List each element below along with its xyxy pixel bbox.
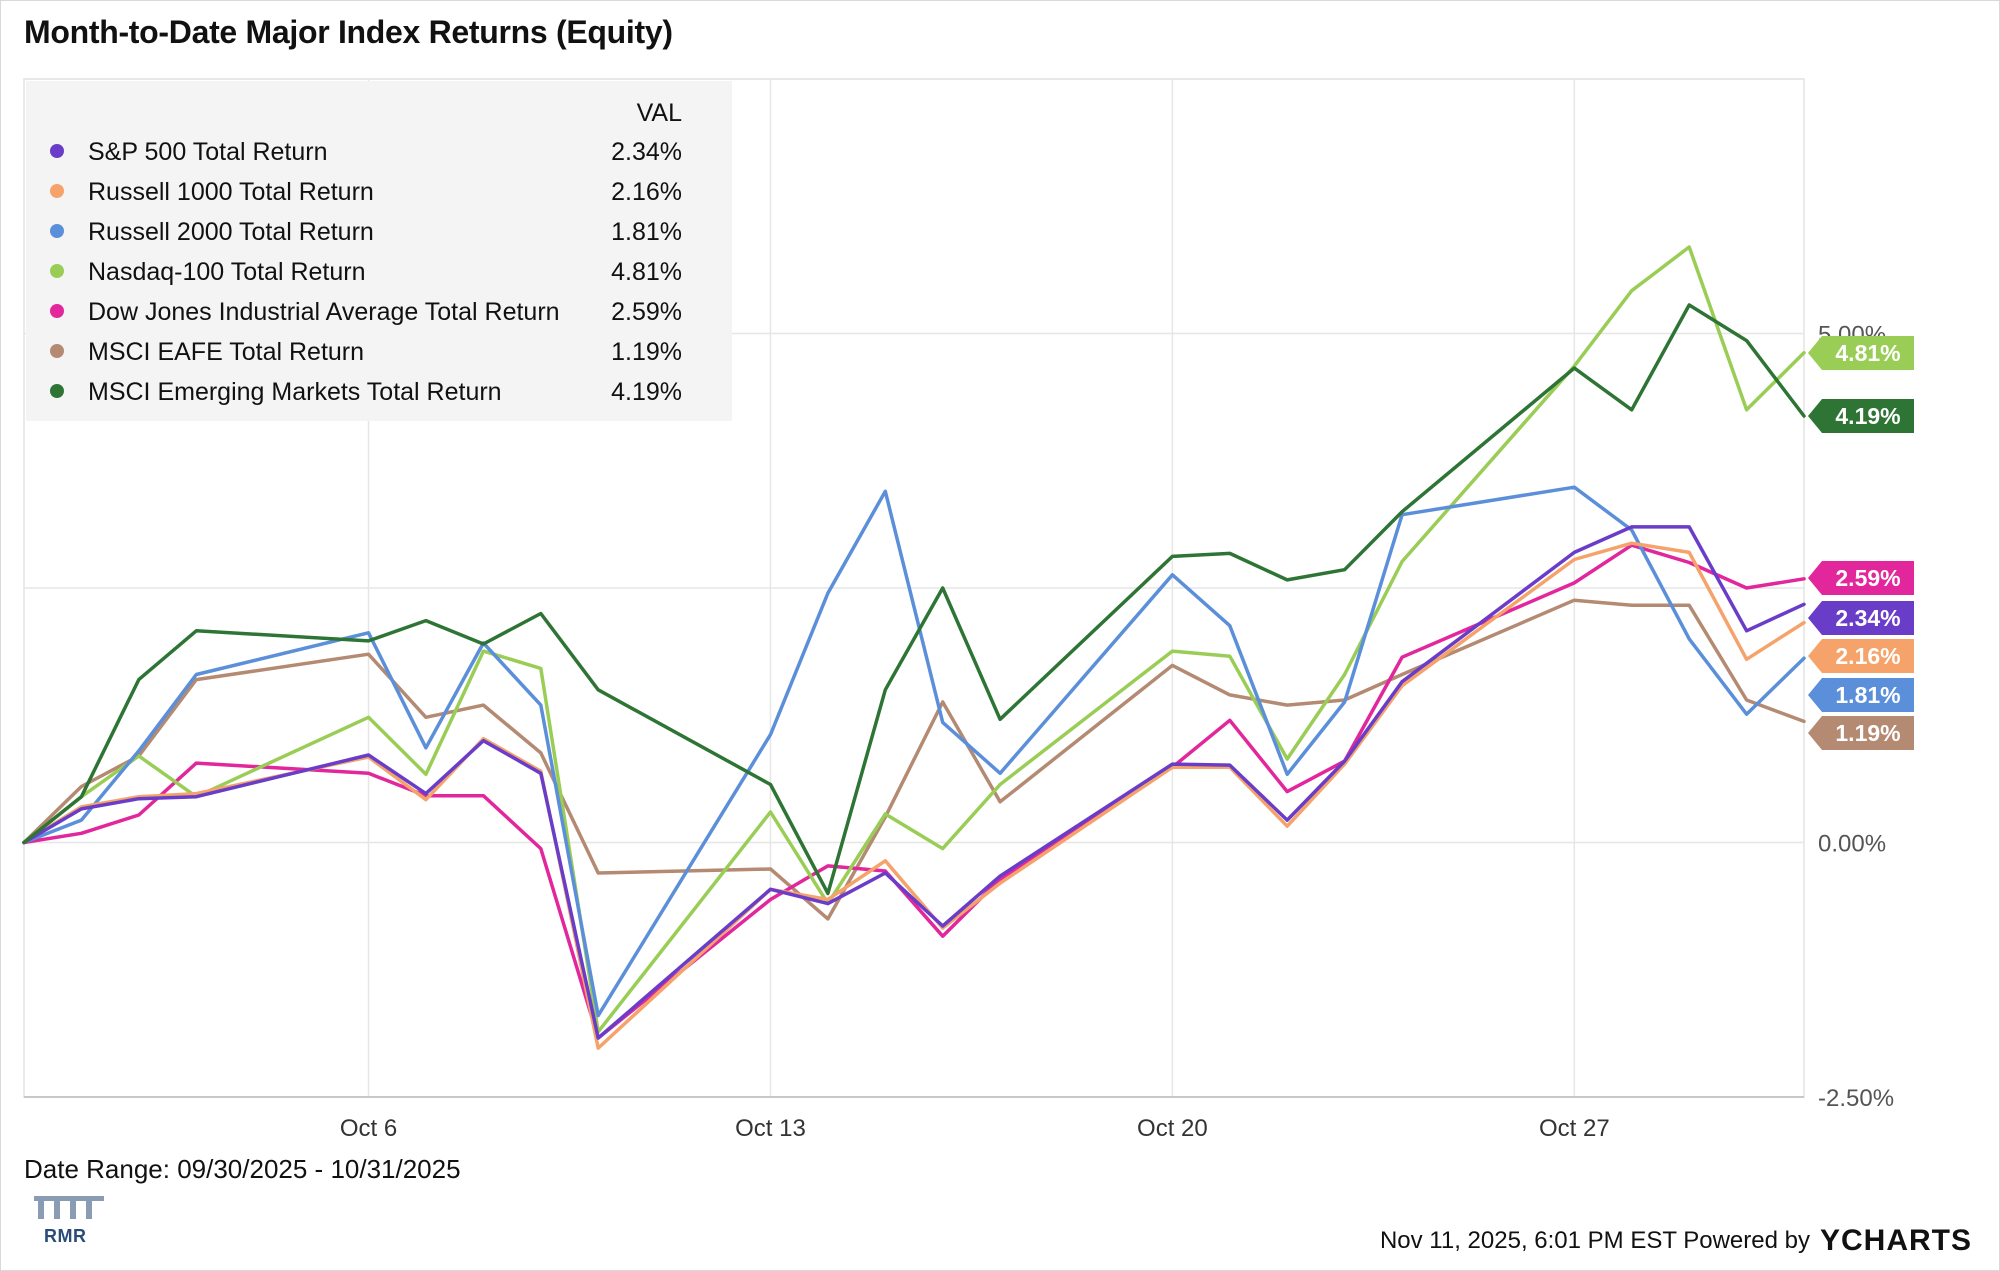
legend-label: Dow Jones Industrial Average Total Retur… bbox=[88, 298, 560, 326]
series-line bbox=[22, 598, 1806, 921]
legend-header: VAL bbox=[637, 99, 682, 127]
legend-label: MSCI Emerging Markets Total Return bbox=[88, 378, 502, 406]
legend-marker bbox=[50, 144, 64, 158]
legend-label: Nasdaq-100 Total Return bbox=[88, 258, 366, 286]
end-value-label: 1.81% bbox=[1835, 682, 1900, 708]
x-tick-label: Oct 13 bbox=[735, 1115, 806, 1142]
legend-box bbox=[26, 81, 732, 421]
legend-marker bbox=[50, 264, 64, 278]
logo-text: RMR bbox=[44, 1226, 87, 1246]
x-tick-label: Oct 20 bbox=[1137, 1115, 1208, 1142]
legend-marker bbox=[50, 184, 64, 198]
legend-value: 2.16% bbox=[611, 178, 682, 206]
end-value-tag bbox=[1808, 336, 1914, 370]
y-tick-label: 0.00% bbox=[1818, 831, 1886, 858]
end-value-tag bbox=[1808, 601, 1914, 635]
end-value-label: 4.81% bbox=[1835, 340, 1900, 366]
end-value-label: 1.19% bbox=[1835, 720, 1900, 746]
series-line bbox=[22, 525, 1806, 1040]
footer-attribution: Nov 11, 2025, 6:01 PM EST Powered by YCH… bbox=[1380, 1224, 1972, 1258]
y-tick-label: -2.50% bbox=[1818, 1085, 1894, 1112]
legend-marker bbox=[50, 304, 64, 318]
end-value-label: 2.16% bbox=[1835, 643, 1900, 669]
x-tick-label: Oct 6 bbox=[340, 1115, 397, 1142]
series-line bbox=[22, 303, 1806, 896]
legend-value: 2.59% bbox=[611, 298, 682, 326]
series-line bbox=[22, 541, 1806, 1050]
end-value-tag bbox=[1808, 716, 1914, 750]
end-value-label: 4.19% bbox=[1835, 403, 1900, 429]
legend-marker bbox=[50, 384, 64, 398]
end-value-tag bbox=[1808, 561, 1914, 595]
rmr-logo-icon bbox=[34, 1196, 104, 1219]
end-value-tag bbox=[1808, 678, 1914, 712]
legend-marker bbox=[50, 344, 64, 358]
legend-value: 2.34% bbox=[611, 138, 682, 166]
series-line bbox=[22, 245, 1806, 1034]
legend-label: Russell 2000 Total Return bbox=[88, 218, 374, 246]
x-tick-label: Oct 27 bbox=[1539, 1115, 1610, 1142]
legend-label: Russell 1000 Total Return bbox=[88, 178, 374, 206]
end-value-tag bbox=[1808, 639, 1914, 673]
legend-label: MSCI EAFE Total Return bbox=[88, 338, 364, 366]
end-value-tag bbox=[1808, 399, 1914, 433]
chart-title: Month-to-Date Major Index Returns (Equit… bbox=[24, 14, 673, 50]
ycharts-brand: YCHARTS bbox=[1819, 1224, 1972, 1257]
timestamp-label: Nov 11, 2025, 6:01 PM EST Powered by bbox=[1379, 1227, 1810, 1254]
legend-value: 1.19% bbox=[611, 338, 682, 366]
end-value-label: 2.34% bbox=[1835, 605, 1900, 631]
date-range-label: Date Range: 09/30/2025 - 10/31/2025 bbox=[24, 1154, 461, 1184]
legend-value: 1.81% bbox=[611, 218, 682, 246]
ycharts-logo: YCHARTS bbox=[1820, 1224, 1972, 1258]
end-value-label: 2.59% bbox=[1835, 565, 1900, 591]
legend-label: S&P 500 Total Return bbox=[88, 138, 328, 166]
series-line bbox=[22, 543, 1806, 1040]
legend-value: 4.81% bbox=[611, 258, 682, 286]
legend-value: 4.19% bbox=[611, 378, 682, 406]
legend-marker bbox=[50, 224, 64, 238]
